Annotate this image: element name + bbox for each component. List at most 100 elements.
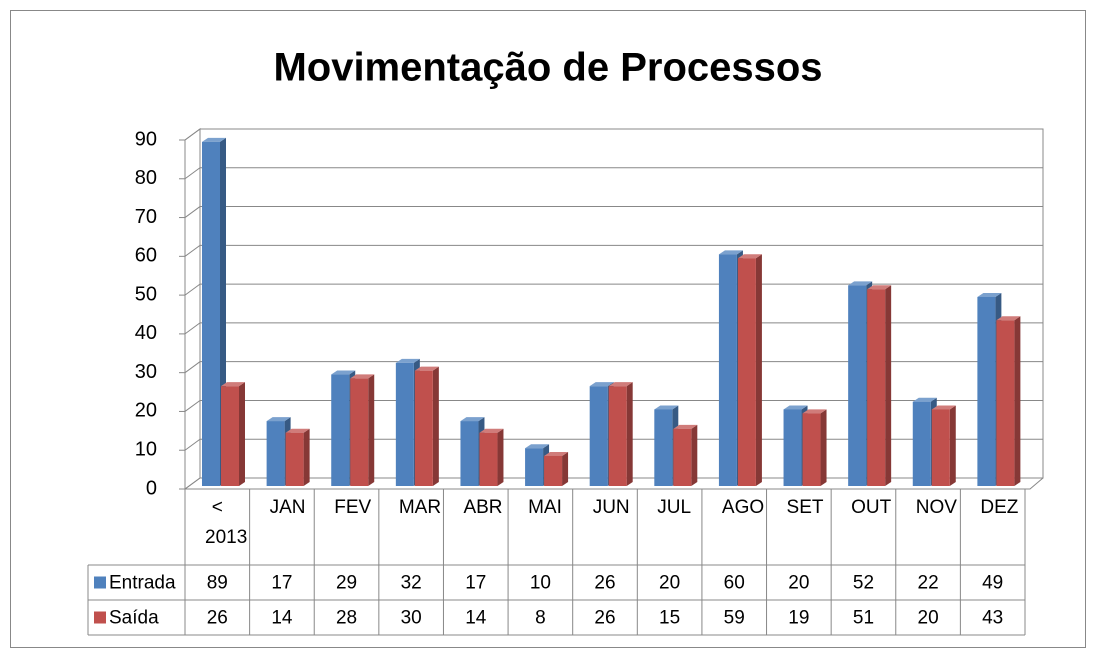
bar bbox=[221, 382, 245, 486]
table-value: 43 bbox=[982, 608, 1003, 629]
bar-top bbox=[479, 428, 504, 433]
bar-front bbox=[996, 320, 1015, 486]
bar-front bbox=[912, 401, 931, 486]
x-tick-label: DEZ bbox=[980, 497, 1019, 518]
bar-side bbox=[303, 428, 310, 486]
bar-front bbox=[266, 421, 285, 486]
bar-side bbox=[820, 409, 827, 486]
bar-front bbox=[783, 409, 802, 486]
bar-top bbox=[460, 417, 485, 422]
bar-front bbox=[202, 141, 220, 486]
x-tick-label: JAN bbox=[269, 497, 306, 518]
table-value: 20 bbox=[918, 608, 939, 629]
grid-line bbox=[184, 477, 1043, 490]
x-tick-label: OUT bbox=[851, 497, 892, 518]
grid-line bbox=[184, 244, 1043, 257]
chart-title: Movimentação de Processos bbox=[273, 46, 822, 90]
bar-top bbox=[266, 417, 291, 422]
bar-top bbox=[654, 405, 679, 410]
bar-front bbox=[718, 254, 737, 486]
table-value: 26 bbox=[594, 608, 615, 629]
bar-top bbox=[544, 451, 569, 456]
bar-front bbox=[848, 285, 867, 486]
table-value: 29 bbox=[336, 573, 357, 594]
legend-label: Saída bbox=[109, 608, 159, 629]
bar-side bbox=[432, 366, 439, 486]
bar-front bbox=[414, 370, 433, 486]
bar bbox=[350, 374, 375, 486]
table-value: 17 bbox=[465, 573, 486, 594]
table-value: 89 bbox=[207, 573, 228, 594]
bar-side bbox=[368, 374, 375, 486]
x-tick-label: SET bbox=[786, 497, 824, 518]
bar-front bbox=[654, 409, 673, 486]
bar-front bbox=[589, 386, 608, 486]
bar-top bbox=[867, 285, 892, 290]
bar-front bbox=[479, 432, 498, 486]
bar-top bbox=[977, 292, 1002, 297]
bar-top bbox=[848, 281, 873, 286]
bar-front bbox=[395, 362, 414, 486]
table-value: 19 bbox=[788, 608, 809, 629]
bar bbox=[608, 382, 633, 486]
bar-top bbox=[608, 382, 633, 387]
y-tick-label: 60 bbox=[135, 245, 157, 267]
bar-top bbox=[737, 254, 762, 259]
x-tick-label: MAR bbox=[398, 497, 442, 518]
table-value: 15 bbox=[659, 608, 680, 629]
y-tick-label: 40 bbox=[135, 322, 157, 344]
bar-side bbox=[949, 405, 956, 486]
legend-key bbox=[94, 576, 106, 589]
table-value: 60 bbox=[724, 573, 745, 594]
x-tick-label: < 2013 bbox=[205, 497, 248, 548]
bar-side bbox=[755, 254, 762, 486]
bar-side bbox=[497, 428, 504, 486]
bar-front bbox=[608, 386, 627, 486]
bar-front bbox=[221, 386, 239, 486]
bar-top bbox=[912, 397, 937, 402]
bar-top bbox=[718, 250, 743, 255]
y-tick-label: 90 bbox=[135, 128, 157, 150]
grid-line bbox=[184, 322, 1043, 335]
y-tick-label: 50 bbox=[135, 283, 157, 305]
table-value: 14 bbox=[465, 608, 487, 629]
bar-front bbox=[737, 258, 756, 486]
bar bbox=[525, 444, 550, 486]
bar bbox=[996, 316, 1021, 486]
legend-key bbox=[94, 611, 106, 624]
bar-front bbox=[931, 409, 950, 486]
bar-top bbox=[202, 137, 226, 142]
table-value: 30 bbox=[401, 608, 422, 629]
bar-top bbox=[525, 444, 550, 449]
floor bbox=[185, 477, 1044, 490]
bar-front bbox=[802, 413, 821, 486]
x-tick-label: NOV bbox=[915, 497, 957, 518]
bar-top bbox=[395, 358, 420, 363]
bar-side bbox=[1014, 316, 1021, 486]
bar-front bbox=[977, 296, 996, 486]
bar-top bbox=[783, 405, 808, 410]
table-value: 20 bbox=[659, 573, 680, 594]
bar-top bbox=[673, 424, 698, 429]
x-tick-label: FEV bbox=[334, 497, 372, 518]
x-tick-label: ABR bbox=[463, 497, 503, 518]
table-value: 8 bbox=[535, 608, 546, 629]
bar bbox=[737, 254, 762, 486]
y-tick-label: 10 bbox=[135, 439, 157, 461]
table-value: 52 bbox=[853, 573, 874, 594]
bar-top bbox=[331, 370, 356, 375]
bar bbox=[931, 405, 956, 486]
grid-line bbox=[184, 128, 1043, 141]
table-value: 49 bbox=[982, 573, 1003, 594]
bar bbox=[802, 409, 827, 486]
grid-line bbox=[184, 206, 1043, 218]
bar-front bbox=[331, 374, 350, 486]
y-tick-label: 20 bbox=[135, 400, 157, 422]
bar-top bbox=[350, 374, 375, 379]
bar-side bbox=[691, 424, 698, 486]
table-value: 26 bbox=[207, 608, 228, 629]
table-value: 28 bbox=[336, 608, 357, 629]
bar-front bbox=[544, 455, 563, 486]
bar bbox=[479, 428, 504, 486]
